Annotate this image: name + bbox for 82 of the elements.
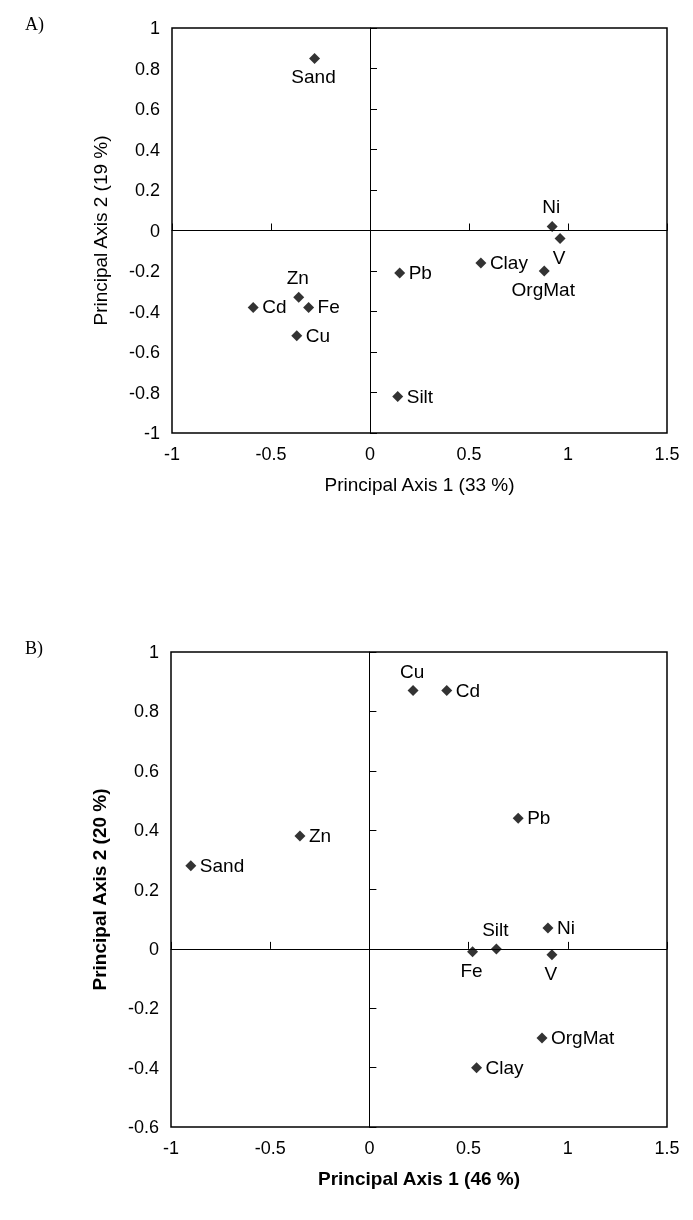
annotation: Cu [305, 324, 331, 346]
y-tick-label: 0.2 [134, 180, 160, 200]
point [309, 52, 321, 64]
annotation: Sand [291, 66, 336, 88]
y-tick-label: 0.8 [133, 701, 159, 722]
y-axis-title: Principal Axis 2 (19 %) [90, 135, 111, 326]
point [542, 922, 554, 934]
y-tick-label: 0.6 [133, 760, 159, 781]
annotation: Pb [527, 807, 551, 829]
point [441, 685, 453, 697]
annotation: V [552, 246, 566, 268]
y-tick-label: 0.6 [134, 99, 160, 119]
annotation: Cd [455, 679, 481, 701]
point [546, 949, 558, 961]
y-tick-label: -0.2 [128, 261, 160, 281]
annotation: Clay [489, 251, 529, 273]
x-tick-label: -1 [162, 1138, 180, 1158]
y-tick-label: -0.4 [127, 1057, 159, 1078]
annotation: Fe [460, 959, 483, 981]
annotation: Sand [199, 854, 245, 876]
point [392, 391, 404, 403]
y-tick-label: 0.4 [134, 139, 160, 160]
y-tick-label: 0.2 [133, 879, 159, 900]
annotation: Ni [556, 917, 575, 939]
y-tick-label: 1 [148, 642, 159, 662]
x-tick-label: 1 [562, 444, 574, 464]
y-axis-title: Principal Axis 2 (20 %) [89, 788, 110, 991]
point [546, 220, 558, 232]
annotation: Pb [408, 262, 432, 284]
x-tick-label: 1.5 [654, 1138, 680, 1158]
chart-title: B) [25, 638, 44, 659]
point [247, 301, 259, 313]
point [538, 265, 550, 277]
x-tick-label: -0.5 [254, 1138, 286, 1158]
annotation: Silt [482, 918, 510, 940]
y-tick-label: 0.4 [133, 820, 159, 841]
point [475, 257, 487, 269]
annotation: Cd [262, 296, 287, 318]
y-tick-label: 0 [149, 220, 160, 241]
annotation: OrgMat [511, 279, 576, 300]
y-tick-label: -0.4 [128, 301, 160, 322]
point [512, 812, 524, 824]
point [467, 946, 479, 958]
y-tick-label: 0.8 [134, 58, 160, 79]
chart-title: A) [25, 14, 44, 35]
annotation: Fe [317, 296, 340, 318]
point [407, 685, 419, 697]
annotation: Ni [542, 196, 561, 218]
annotation: Zn [308, 825, 332, 847]
point [554, 233, 566, 245]
y-tick-label: -0.8 [128, 382, 160, 403]
annotation: Silt [406, 385, 434, 407]
annotation: OrgMat [551, 1026, 616, 1048]
x-tick-label: 0.5 [456, 444, 482, 464]
x-tick-label: 1 [562, 1138, 573, 1158]
point [293, 291, 305, 303]
x-tick-label: 1.5 [654, 444, 680, 464]
x-tick-label: 0.5 [456, 1138, 482, 1158]
annotation: V [544, 962, 558, 984]
x-axis-title: Principal Axis 1 (33 %) [324, 474, 515, 495]
y-tick-label: 0 [148, 938, 159, 959]
y-tick-label: -0.2 [127, 998, 159, 1019]
x-tick-label: 0 [364, 444, 376, 464]
point [471, 1062, 483, 1074]
x-tick-label: -0.5 [255, 444, 287, 464]
point [185, 860, 197, 872]
annotation: Zn [286, 267, 309, 289]
y-tick-label: -0.6 [127, 1117, 159, 1137]
point [394, 267, 406, 279]
point [536, 1032, 548, 1044]
point [291, 330, 303, 342]
annotation: Cu [399, 660, 425, 682]
y-tick-label: -1 [143, 423, 160, 443]
x-axis-title: Principal Axis 1 (46 %) [317, 1168, 521, 1189]
point [294, 830, 306, 842]
point [303, 301, 315, 313]
annotation: Clay [485, 1056, 525, 1078]
x-tick-label: 0 [364, 1138, 375, 1158]
y-tick-label: -0.6 [128, 342, 160, 362]
y-tick-label: 1 [149, 18, 160, 38]
x-tick-label: -1 [163, 444, 181, 464]
point [490, 943, 502, 955]
